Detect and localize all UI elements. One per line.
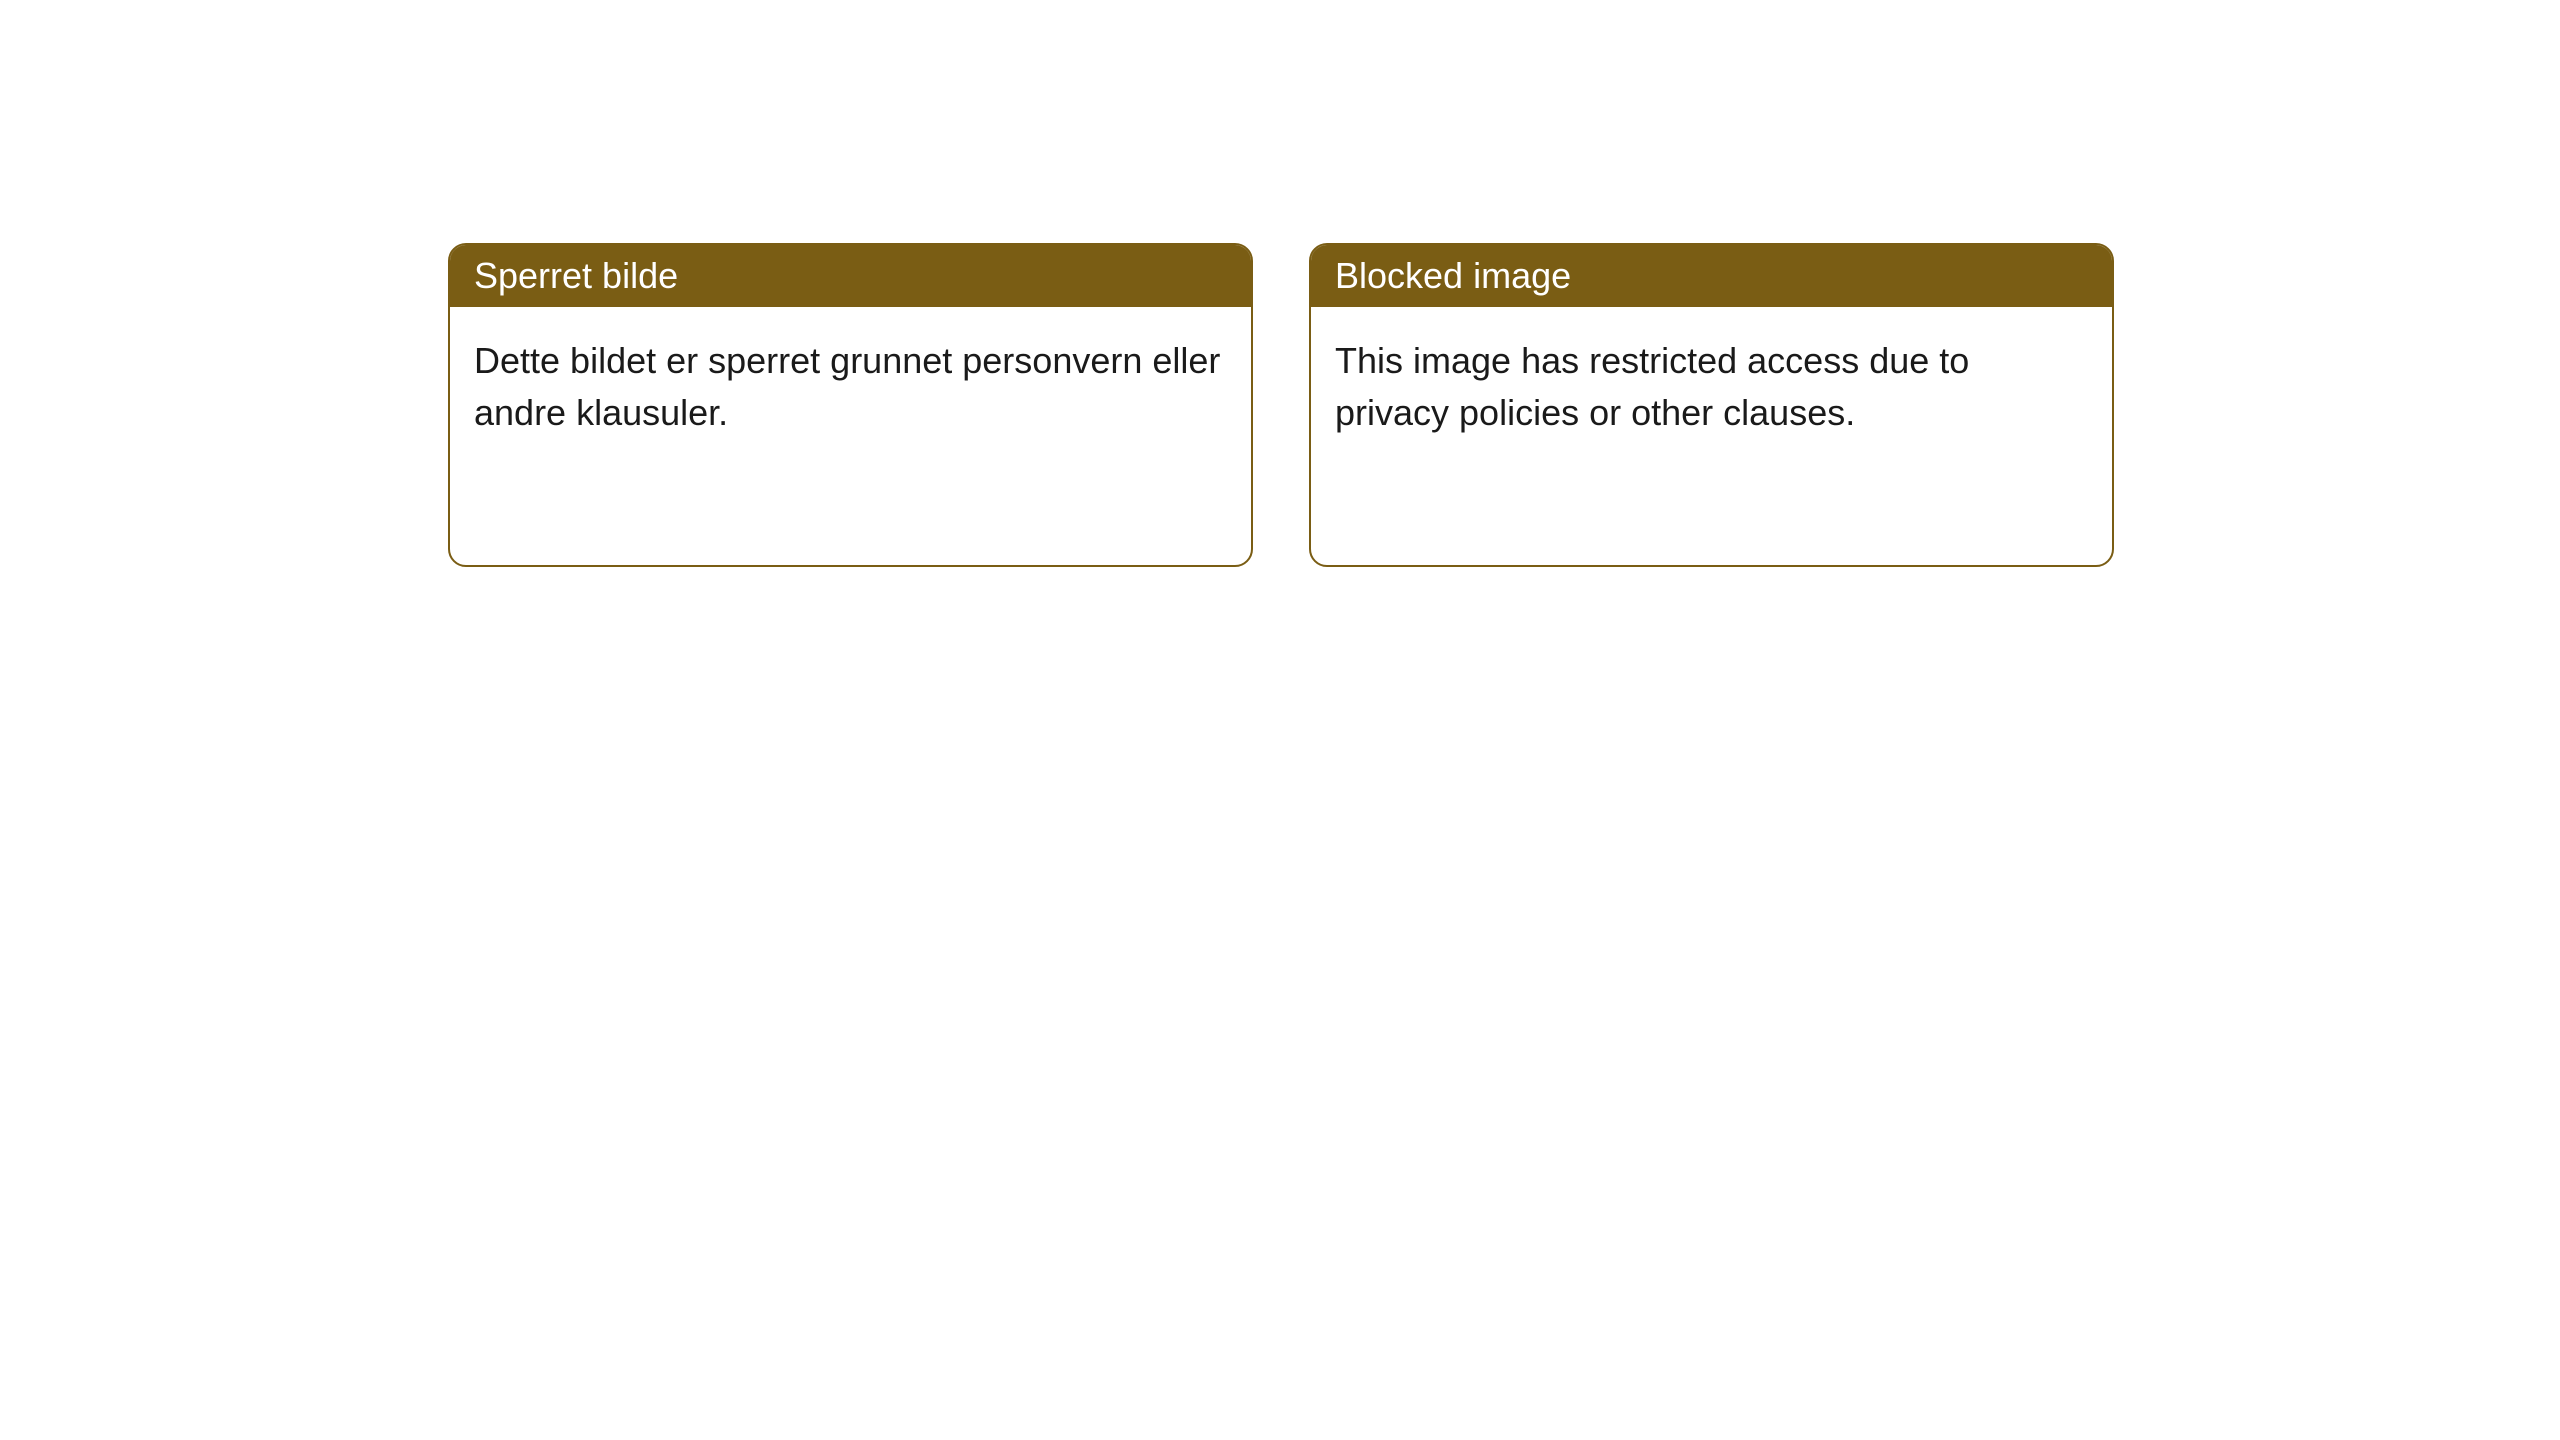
notice-header: Blocked image bbox=[1311, 245, 2112, 307]
notice-body: Dette bildet er sperret grunnet personve… bbox=[450, 307, 1251, 565]
notice-title: Blocked image bbox=[1335, 255, 1571, 296]
notice-title: Sperret bilde bbox=[474, 255, 678, 296]
notice-text: This image has restricted access due to … bbox=[1335, 340, 1969, 433]
notice-card-norwegian: Sperret bilde Dette bildet er sperret gr… bbox=[448, 243, 1253, 567]
notice-card-english: Blocked image This image has restricted … bbox=[1309, 243, 2114, 567]
notice-header: Sperret bilde bbox=[450, 245, 1251, 307]
notice-body: This image has restricted access due to … bbox=[1311, 307, 2112, 565]
notice-text: Dette bildet er sperret grunnet personve… bbox=[474, 340, 1220, 433]
notice-container: Sperret bilde Dette bildet er sperret gr… bbox=[0, 0, 2560, 567]
